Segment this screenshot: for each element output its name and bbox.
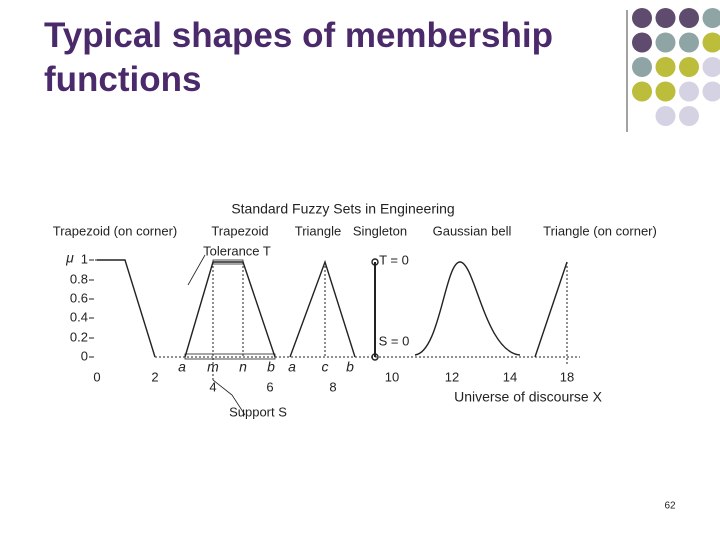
figure-title: Standard Fuzzy Sets in Engineering xyxy=(231,201,454,217)
dot xyxy=(655,32,676,53)
shape-label: Trapezoid xyxy=(211,223,268,238)
point-label: b xyxy=(346,359,354,375)
dot xyxy=(655,106,676,126)
dot xyxy=(632,8,652,28)
x-tick-label: 8 xyxy=(329,379,336,394)
shape-label: Gaussian bell xyxy=(433,223,512,238)
dot xyxy=(702,81,720,102)
x-tick-label: 10 xyxy=(385,369,399,384)
point-label: a xyxy=(288,359,296,375)
singleton-top xyxy=(371,258,379,266)
dot xyxy=(702,8,720,28)
gaussian xyxy=(414,261,521,356)
dot xyxy=(702,32,720,53)
y-axis-label: μ xyxy=(65,250,74,266)
annotation: Tolerance T xyxy=(203,243,271,258)
page-number: 62 xyxy=(664,501,676,512)
triangle-corner xyxy=(534,261,568,358)
dot xyxy=(679,8,699,28)
annotation: T = 0 xyxy=(379,252,409,267)
guides xyxy=(95,259,580,380)
dot xyxy=(632,32,652,53)
trapezoid xyxy=(184,261,276,358)
dot xyxy=(655,57,676,77)
y-tick-label: 0.8 xyxy=(70,271,88,286)
shape-label: Triangle (on corner) xyxy=(543,223,657,238)
annotation: S = 0 xyxy=(379,333,410,348)
x-axis-label: Universe of discourse X xyxy=(454,389,603,405)
dot xyxy=(655,81,676,102)
dot xyxy=(655,8,676,28)
triangle xyxy=(289,259,356,358)
shape-label: Singleton xyxy=(353,223,407,238)
dot xyxy=(632,57,652,77)
point-label: c xyxy=(322,359,329,375)
support-bar xyxy=(184,353,276,360)
membership-shapes xyxy=(95,254,580,416)
x-tick-label: 2 xyxy=(151,369,158,384)
y-tick-label: 0.6 xyxy=(70,290,88,305)
dot xyxy=(679,81,699,102)
dot xyxy=(679,106,699,126)
trapezoid-corner xyxy=(97,259,156,358)
dot xyxy=(679,32,699,53)
dot xyxy=(679,57,699,77)
x-tick-label: 18 xyxy=(560,369,574,384)
annotation: Support S xyxy=(229,404,287,419)
shape-label: Triangle xyxy=(295,223,341,238)
x-tick-label: 4 xyxy=(209,379,216,394)
tolerance-bar xyxy=(212,259,244,265)
y-tick-label: 0.2 xyxy=(70,329,88,344)
y-tick-label: 1 xyxy=(81,251,88,266)
x-tick-label: 6 xyxy=(266,379,273,394)
dot xyxy=(702,57,720,77)
y-tick-label: 0 xyxy=(81,348,88,363)
point-label: n xyxy=(239,359,247,375)
shape-label: Trapezoid (on corner) xyxy=(53,223,178,238)
y-tick-label: 0.4 xyxy=(70,309,88,324)
pointer-lines xyxy=(187,254,246,416)
dot-grid xyxy=(632,8,720,126)
point-label: b xyxy=(267,359,275,375)
x-tick-label: 0 xyxy=(93,369,100,384)
x-tick-label: 14 xyxy=(503,369,517,384)
x-tick-label: 12 xyxy=(445,369,459,384)
point-label: m xyxy=(207,359,219,375)
point-label: a xyxy=(178,359,186,375)
slide-title: Typical shapes of membership functions xyxy=(44,16,553,99)
dot xyxy=(632,81,652,102)
